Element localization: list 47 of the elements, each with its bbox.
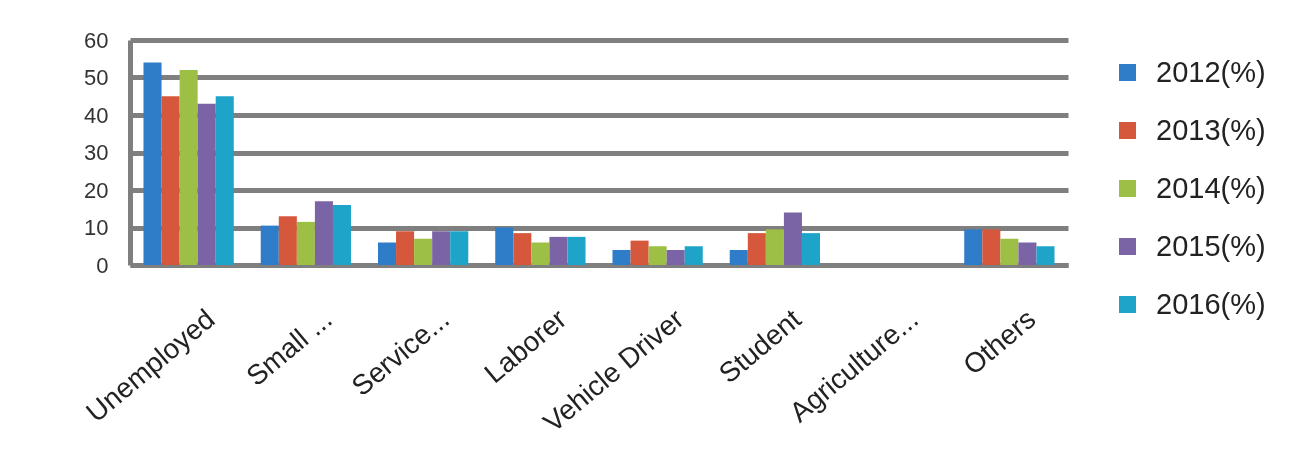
bar <box>964 229 983 265</box>
bar <box>1036 246 1055 265</box>
legend-label: 2012(%) <box>1156 55 1266 88</box>
bar <box>215 96 234 265</box>
bar <box>531 242 550 265</box>
bar <box>450 231 469 265</box>
legend-label: 2014(%) <box>1156 171 1266 204</box>
y-tick-label: 50 <box>84 65 109 90</box>
bar <box>161 96 180 265</box>
bar <box>648 246 667 265</box>
bar <box>377 242 397 265</box>
bar <box>747 233 766 265</box>
bar <box>495 227 514 265</box>
bar <box>197 103 216 265</box>
bar <box>666 250 685 265</box>
bar <box>296 221 315 265</box>
y-tick-label: 10 <box>84 215 109 240</box>
bar <box>1018 242 1037 265</box>
bar <box>982 229 1001 265</box>
bar <box>278 216 297 265</box>
legend-label: 2016(%) <box>1156 287 1266 320</box>
bar <box>567 236 586 265</box>
y-tick-label: 60 <box>84 27 109 53</box>
y-tick-label: 40 <box>84 102 109 128</box>
bar <box>549 236 568 265</box>
bar <box>513 233 532 265</box>
bar <box>1000 238 1019 265</box>
bar <box>432 231 451 265</box>
bar <box>314 201 333 265</box>
bar <box>612 250 631 265</box>
bar <box>783 212 802 265</box>
legend-label: 2015(%) <box>1156 229 1266 262</box>
bar <box>414 238 433 265</box>
bar <box>143 62 162 265</box>
bar <box>260 225 279 265</box>
legend-label: 2013(%) <box>1156 113 1266 146</box>
bar <box>179 70 198 265</box>
bar <box>684 246 703 265</box>
bar <box>630 240 649 265</box>
bar <box>801 233 821 265</box>
bar <box>765 229 784 265</box>
bar <box>332 205 352 265</box>
bar <box>396 231 415 265</box>
y-tick-label: 30 <box>84 140 109 165</box>
bar <box>729 250 748 265</box>
y-tick-label: 0 <box>96 252 109 278</box>
y-tick-label: 20 <box>84 177 109 203</box>
